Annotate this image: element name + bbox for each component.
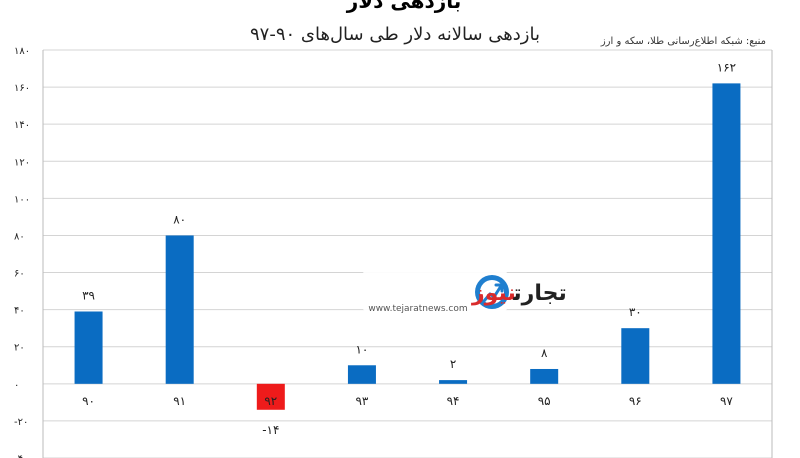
bar-0 <box>74 311 103 384</box>
watermark-name: تجارتنیوز <box>471 281 567 306</box>
y-tick-label: ۱۶۰ <box>14 83 30 94</box>
bar-3 <box>347 365 376 384</box>
bar-4 <box>439 380 468 384</box>
y-tick-label: ۶۰ <box>14 269 25 280</box>
bar-2 <box>256 383 285 410</box>
chart-source: منبع: شبکه اطلاع‌رسانی طلا، سکه و ارز <box>600 36 766 47</box>
data-label: ۸ <box>541 346 548 360</box>
data-labels: ۳۹ ۸۰ -۱۴ ۱۰ ۲ ۸ ۳۰ ۱۶۲ <box>82 60 736 436</box>
trend-arrow-icon <box>475 275 509 309</box>
y-tick-label: ۱۸۰ <box>14 46 30 57</box>
bar-7 <box>712 83 741 384</box>
data-label: ۲ <box>450 357 456 371</box>
bar-1 <box>165 235 194 384</box>
y-tick-label: ۸۰ <box>14 231 25 242</box>
tejaratnews-watermark: تجارتنیوز www.tejaratnews.com <box>355 266 567 316</box>
x-tick-label: ۹۵ <box>538 394 551 408</box>
x-tick-label: ۹۲ <box>264 394 277 408</box>
grid <box>42 49 773 458</box>
bars <box>74 83 741 410</box>
y-tick-label: ۲۰ <box>14 343 25 354</box>
bar-6 <box>621 328 650 384</box>
data-label: ۳۹ <box>82 288 95 302</box>
y-tick-label: ۴۰ <box>14 306 25 317</box>
x-tick-label: ۹۴ <box>447 394 460 408</box>
x-axis: ۹۰ ۹۱ ۹۲ ۹۳ ۹۴ ۹۵ ۹۶ ۹۷ <box>82 394 733 408</box>
chart-subtitle: بازدهی سالانه دلار طی سال‌های ۹۰-۹۷ <box>250 24 540 45</box>
x-tick-label: ۹۰ <box>82 394 95 408</box>
y-tick-label: ۱۰۰ <box>14 194 30 205</box>
data-label: ۱۰ <box>355 342 368 356</box>
data-label: ۳۰ <box>629 305 642 319</box>
y-tick-label: ۱۴۰ <box>14 120 30 131</box>
y-tick-label: ۱۲۰ <box>14 157 30 168</box>
y-tick-label: ۰ <box>14 380 19 391</box>
data-label: ۱۶۲ <box>717 60 736 74</box>
y-tick-label: -۴۰ <box>14 454 28 458</box>
chart-title: بازدهی دلار <box>346 0 462 13</box>
x-tick-label: ۹۶ <box>629 394 642 408</box>
x-tick-label: ۹۷ <box>720 394 733 408</box>
x-tick-label: ۹۱ <box>173 394 186 408</box>
y-axis: ۱۸۰ ۱۶۰ ۱۴۰ ۱۲۰ ۱۰۰ ۸۰ ۶۰ ۴۰ ۲۰ ۰ -۲۰ -۴۰ <box>14 46 30 458</box>
data-label: ۸۰ <box>173 212 186 226</box>
x-tick-label: ۹۳ <box>355 394 368 408</box>
watermark-background <box>355 266 515 316</box>
watermark-url: www.tejaratnews.com <box>368 304 467 314</box>
data-label: -۱۴ <box>262 423 279 437</box>
y-tick-label: -۲۰ <box>14 417 28 428</box>
bar-5 <box>530 368 559 384</box>
